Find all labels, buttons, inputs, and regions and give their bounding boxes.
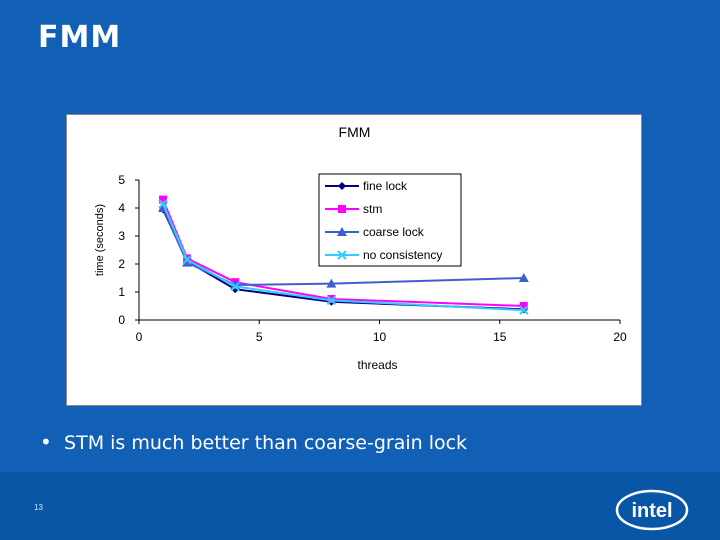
chart-container: FMM 0 1 2 3 4 5 0 5 10 15 20 threads time (seconds) fi… [66, 114, 642, 406]
data-point-coarse-lock [326, 278, 337, 288]
x-tick-label: 10 [373, 330, 387, 344]
legend-marker-fine-lock [338, 182, 346, 190]
legend-label-stm: stm [363, 202, 382, 216]
bullet-text: STM is much better than coarse-grain loc… [64, 432, 468, 454]
y-tick-label: 2 [118, 257, 125, 271]
slide-title: FMM [38, 20, 122, 55]
legend-label-no-consistency: no consistency [363, 248, 442, 262]
y-tick-label: 0 [118, 313, 125, 327]
x-tick-label: 15 [493, 330, 507, 344]
legend-marker-coarse-lock [337, 227, 347, 236]
legend-label-coarse-lock: coarse lock [363, 225, 425, 239]
data-point-no-consistency [230, 281, 240, 292]
legend-marker-no-consistency [337, 250, 347, 260]
y-tick-label: 1 [118, 285, 125, 299]
x-tick-label: 5 [256, 330, 263, 344]
legend-label-fine-lock: fine lock [363, 179, 408, 193]
data-point-coarse-lock [518, 273, 529, 282]
data-point-no-consistency [326, 295, 337, 306]
y-tick-label: 3 [118, 229, 125, 243]
data-point-no-consistency [519, 305, 529, 315]
logo-text: intel [631, 500, 672, 522]
bullet-icon: • [40, 430, 52, 454]
data-point-no-consistency [182, 255, 192, 265]
bullet-point: • STM is much better than coarse-grain l… [40, 430, 467, 454]
data-point-coarse-lock [182, 257, 193, 267]
chart-title: FMM [339, 124, 371, 140]
page-number: 13 [34, 503, 43, 512]
x-axis-label: threads [357, 358, 397, 372]
data-point-stm [519, 302, 528, 310]
line-chart: FMM 0 1 2 3 4 5 0 5 10 15 20 threads time (seconds) fi… [94, 124, 627, 372]
x-tick-label: 0 [136, 330, 143, 344]
intel-logo-icon: intel [615, 489, 689, 531]
footer-band [0, 472, 720, 540]
y-axis-label: time (seconds) [94, 204, 106, 276]
x-tick-label: 20 [613, 330, 627, 344]
data-point-no-consistency [158, 199, 168, 209]
legend-marker-stm [338, 205, 346, 213]
y-tick-label: 5 [118, 173, 125, 187]
y-tick-label: 4 [118, 201, 125, 215]
data-point-stm [159, 195, 168, 204]
